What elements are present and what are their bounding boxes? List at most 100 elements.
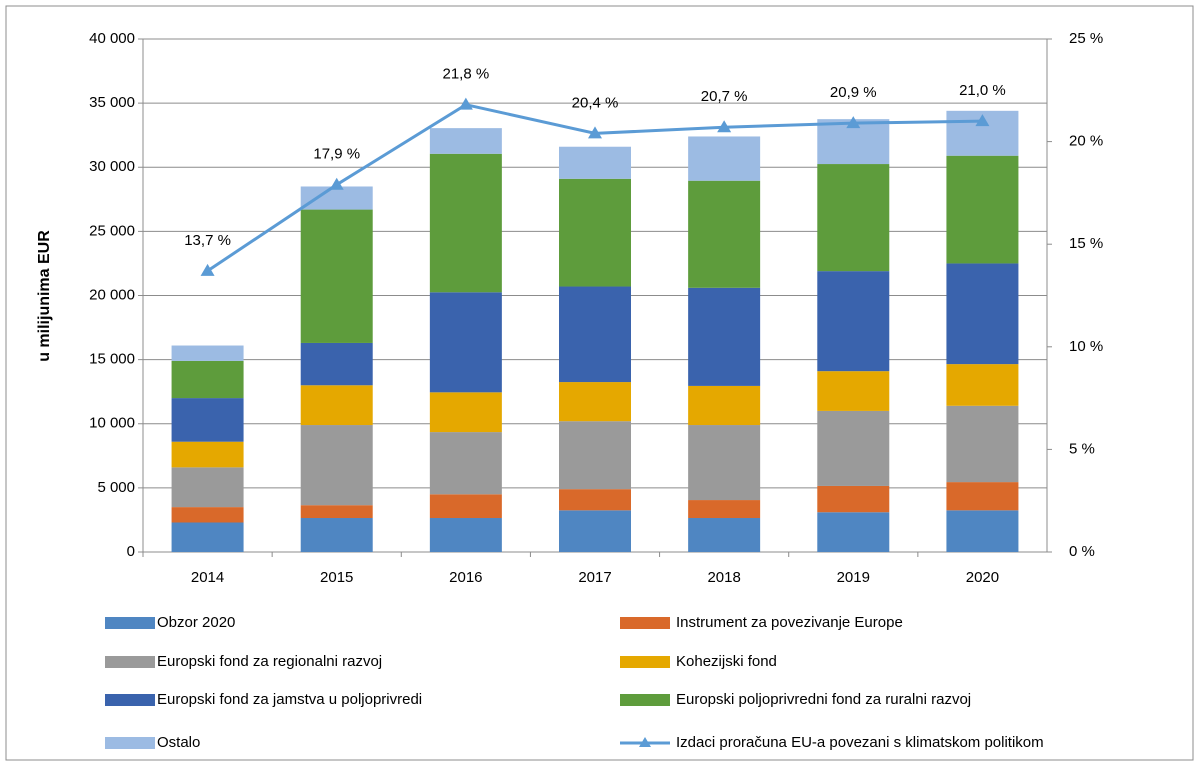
- legend-label: Izdaci proračuna EU-a povezani s klimats…: [676, 734, 1044, 751]
- bar-segment: [688, 385, 761, 426]
- bar-segment: [300, 505, 373, 519]
- x-tick-label: 2016: [449, 569, 482, 586]
- legend-label: Ostalo: [157, 734, 200, 751]
- bar-segment: [300, 209, 373, 343]
- bar-segment: [817, 371, 890, 411]
- bar-segment: [300, 186, 373, 210]
- bar-segment: [171, 441, 244, 468]
- bar-segment: [559, 510, 631, 552]
- bar-segment: [300, 518, 373, 552]
- data-label: 13,7 %: [184, 232, 231, 249]
- y-tick-label: 5 000: [97, 479, 135, 496]
- bar-segment: [171, 398, 244, 442]
- bar-segment: [688, 518, 761, 552]
- y-tick-label: 35 000: [89, 94, 135, 111]
- y-tick-label: 15 000: [89, 351, 135, 368]
- bar-segment: [946, 510, 1019, 552]
- legend-label: Kohezijski fond: [676, 653, 777, 670]
- data-label: 21,0 %: [959, 82, 1006, 99]
- bar-segment: [946, 482, 1019, 511]
- bar-segment: [559, 382, 631, 422]
- bar-segment: [429, 153, 502, 293]
- bar-segment: [688, 287, 761, 386]
- data-label: 20,9 %: [830, 84, 877, 101]
- x-tick-label: 2018: [707, 569, 740, 586]
- bar-segment: [688, 136, 761, 181]
- legend-label: Instrument za povezivanje Europe: [676, 614, 903, 631]
- data-label: 20,4 %: [572, 94, 619, 111]
- bar-segment: [429, 128, 502, 154]
- bar-segment: [300, 385, 373, 426]
- bar-segment: [171, 522, 244, 552]
- bar-segment: [300, 425, 373, 506]
- bar-segment: [559, 178, 631, 287]
- line-marker: [329, 177, 344, 190]
- legend-swatch: [620, 656, 670, 668]
- bar-segment: [817, 164, 890, 272]
- line-marker: [588, 126, 602, 139]
- y2-tick-label: 15 %: [1069, 235, 1103, 252]
- data-label: 17,9 %: [313, 146, 360, 163]
- x-tick-label: 2020: [966, 569, 999, 586]
- y2-tick-label: 10 %: [1069, 338, 1103, 355]
- data-label: 20,7 %: [701, 88, 748, 105]
- y-tick-label: 20 000: [89, 286, 135, 303]
- bar-segment: [171, 345, 244, 361]
- bar-segment: [688, 180, 761, 288]
- bar-segment: [946, 364, 1019, 406]
- bar-segment: [946, 405, 1019, 483]
- bar-segment: [171, 507, 244, 523]
- bar-segment: [429, 392, 502, 433]
- legend-label: Obzor 2020: [157, 614, 235, 631]
- bar-segment: [817, 271, 890, 372]
- bar-segment: [946, 263, 1019, 365]
- legend-swatch: [105, 737, 155, 749]
- line-marker: [717, 120, 732, 133]
- bar-segment: [559, 489, 631, 511]
- legend-marker: [639, 737, 651, 747]
- bar-segment: [817, 512, 890, 552]
- bar-segment: [946, 155, 1019, 264]
- legend-label: Europski fond za regionalni razvoj: [157, 653, 382, 670]
- bar-segment: [688, 425, 761, 501]
- bar-segment: [171, 360, 244, 399]
- legend-label: Europski poljoprivredni fond za ruralni …: [676, 691, 971, 708]
- bar-segment: [429, 518, 502, 552]
- y-tick-label: 0: [127, 543, 135, 560]
- bar-segment: [688, 500, 761, 519]
- legend-label: Europski fond za jamstva u poljoprivredi: [157, 691, 422, 708]
- y-tick-label: 30 000: [89, 158, 135, 175]
- y-tick-label: 40 000: [89, 30, 135, 47]
- bar-segment: [429, 432, 502, 495]
- y-axis-label: u milijunima EUR: [36, 230, 53, 362]
- y2-tick-label: 20 %: [1069, 133, 1103, 150]
- legend-swatch: [105, 694, 155, 706]
- bar-segment: [559, 146, 631, 179]
- x-tick-label: 2017: [578, 569, 611, 586]
- bar-segment: [559, 421, 631, 490]
- legend-swatch: [620, 617, 670, 629]
- bar-segment: [300, 342, 373, 386]
- line-marker: [200, 263, 215, 276]
- line-marker: [975, 114, 990, 127]
- y2-tick-label: 0 %: [1069, 543, 1095, 560]
- x-tick-label: 2015: [320, 569, 353, 586]
- bar-segment: [559, 286, 631, 383]
- bar-segment: [817, 485, 890, 513]
- x-tick-label: 2019: [837, 569, 870, 586]
- bar-segment: [429, 494, 502, 519]
- legend-swatch: [620, 694, 670, 706]
- legend-swatch: [105, 656, 155, 668]
- y2-tick-label: 5 %: [1069, 440, 1095, 457]
- bar-segment: [429, 292, 502, 393]
- y2-tick-label: 25 %: [1069, 30, 1103, 47]
- data-label: 21,8 %: [443, 66, 490, 83]
- bar-segment: [171, 467, 244, 508]
- legend-swatch: [105, 617, 155, 629]
- y-tick-label: 25 000: [89, 222, 135, 239]
- line-marker: [458, 97, 473, 110]
- bar-segment: [817, 410, 890, 486]
- y-tick-label: 10 000: [89, 415, 135, 432]
- line-marker: [846, 116, 861, 129]
